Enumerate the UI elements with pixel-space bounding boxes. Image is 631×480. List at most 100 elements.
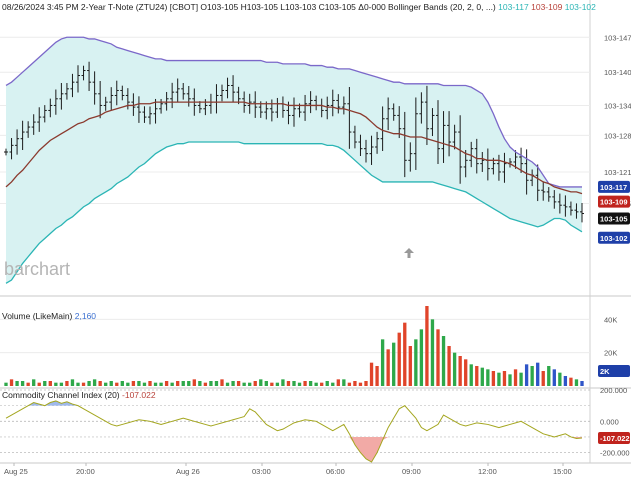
volume-bar xyxy=(9,379,14,386)
volume-bar xyxy=(26,382,30,386)
volume-bar xyxy=(231,381,235,386)
volume-bar xyxy=(375,366,379,386)
volume-bar xyxy=(187,381,191,386)
volume-bar xyxy=(109,381,113,386)
x-tick-label: Aug 26 xyxy=(176,467,200,476)
volume-tick-label: 20K xyxy=(604,349,617,358)
volume-value: 2,160 xyxy=(74,311,97,321)
volume-bar xyxy=(314,382,318,386)
volume-bar xyxy=(491,371,496,386)
cci-overbought-fill xyxy=(6,400,582,406)
volume-bar xyxy=(519,372,523,386)
volume-tick-label: 40K xyxy=(604,315,617,324)
volume-bar xyxy=(320,382,324,386)
volume-bar xyxy=(32,379,36,386)
volume-bar xyxy=(541,371,545,386)
volume-bar xyxy=(115,382,119,386)
volume-bar xyxy=(397,332,401,386)
tag-last-price: 103-105 xyxy=(600,215,628,224)
symbol-ohlc-text: 08/26/2024 3:45 PM 2-Year T-Note (ZTU24)… xyxy=(2,2,496,12)
volume-bar xyxy=(192,379,196,386)
volume-bar xyxy=(292,381,296,386)
volume-bar xyxy=(176,381,180,386)
tag-volume-bg xyxy=(598,365,630,377)
volume-bar xyxy=(65,381,69,386)
volume-bar xyxy=(502,371,507,386)
volume-bar xyxy=(353,381,357,386)
tag-bb-upper: 103-117 xyxy=(600,183,627,192)
volume-bar xyxy=(447,346,451,386)
cci-value: -107.022 xyxy=(122,390,156,400)
volume-bar xyxy=(486,369,490,386)
x-tick-label: 12:00 xyxy=(478,467,497,476)
volume-bar xyxy=(469,364,473,386)
volume-bar xyxy=(331,382,335,386)
volume-bar xyxy=(547,366,551,386)
volume-bar xyxy=(552,369,556,386)
volume-bar xyxy=(159,382,163,386)
x-tick-label: Aug 25 xyxy=(4,467,28,476)
volume-bar xyxy=(536,362,540,386)
volume-bar xyxy=(380,339,385,386)
axes: 103-147 103-140 103-134 103-128 103-121 103-1… xyxy=(4,33,631,476)
volume-bar xyxy=(81,382,86,386)
volume-bar xyxy=(419,329,424,386)
volume-bar xyxy=(220,379,224,386)
volume-bar xyxy=(15,381,19,386)
volume-bar xyxy=(148,381,152,386)
bollinger-band-area xyxy=(6,37,582,284)
volume-bar xyxy=(342,379,346,386)
volume-bar xyxy=(87,381,91,386)
x-tick-label: 03:00 xyxy=(252,467,271,476)
volume-bar xyxy=(430,319,435,386)
volume-bar xyxy=(54,382,58,386)
bollinger-lines xyxy=(5,36,583,284)
volume-bar xyxy=(303,381,307,386)
volume-bar xyxy=(497,372,501,386)
price-tick-label: 103-121 xyxy=(604,168,631,177)
volume-bar xyxy=(153,382,158,386)
tag-bb-mid-bg xyxy=(598,195,630,208)
cci-oversold-fill xyxy=(6,436,582,462)
tag-cci: -107.022 xyxy=(600,434,630,443)
volume-bar xyxy=(480,367,484,386)
x-tick-label: 06:00 xyxy=(326,467,345,476)
cci-header: Commodity Channel Index (20) -107.022 xyxy=(2,390,156,400)
volume-bar xyxy=(452,352,457,386)
x-tick-label: 20:00 xyxy=(76,467,95,476)
volume-bar xyxy=(286,381,291,386)
cci-tick-label: 0.000 xyxy=(600,417,619,426)
volume-bar xyxy=(70,379,75,386)
bollinger-lower-line xyxy=(5,141,583,284)
volume-bar xyxy=(198,381,202,386)
volume-bar xyxy=(37,382,41,386)
price-tick-label: 103-134 xyxy=(604,101,631,110)
cci-tick-label: -200.000 xyxy=(600,449,630,458)
volume-bar xyxy=(181,381,185,386)
volume-bar xyxy=(142,382,147,386)
volume-bar xyxy=(264,381,268,386)
volume-bar xyxy=(225,382,230,386)
cci-line xyxy=(5,400,583,463)
volume-bar xyxy=(297,382,302,386)
volume-bar xyxy=(530,366,534,386)
volume-bar xyxy=(308,381,313,386)
volume-bar xyxy=(580,381,584,386)
volume-bar xyxy=(259,379,263,386)
volume-bar xyxy=(425,306,429,386)
volume-bar xyxy=(403,322,407,386)
tag-bb-mid: 103-109 xyxy=(600,198,628,207)
up-arrow-icon xyxy=(404,248,414,258)
volume-bar xyxy=(248,382,252,386)
volume-bar xyxy=(275,382,280,386)
cci-tick-label: 200.000 xyxy=(600,386,627,395)
cci-plot xyxy=(5,400,583,463)
volume-bar xyxy=(464,359,468,386)
volume-bar xyxy=(369,362,374,386)
bollinger-band-fill xyxy=(6,37,582,284)
volume-bar xyxy=(414,339,418,386)
tag-bb-upper-bg xyxy=(598,180,630,193)
volume-bar xyxy=(386,349,390,386)
volume-bar xyxy=(508,374,512,386)
volume-bar xyxy=(358,382,363,386)
